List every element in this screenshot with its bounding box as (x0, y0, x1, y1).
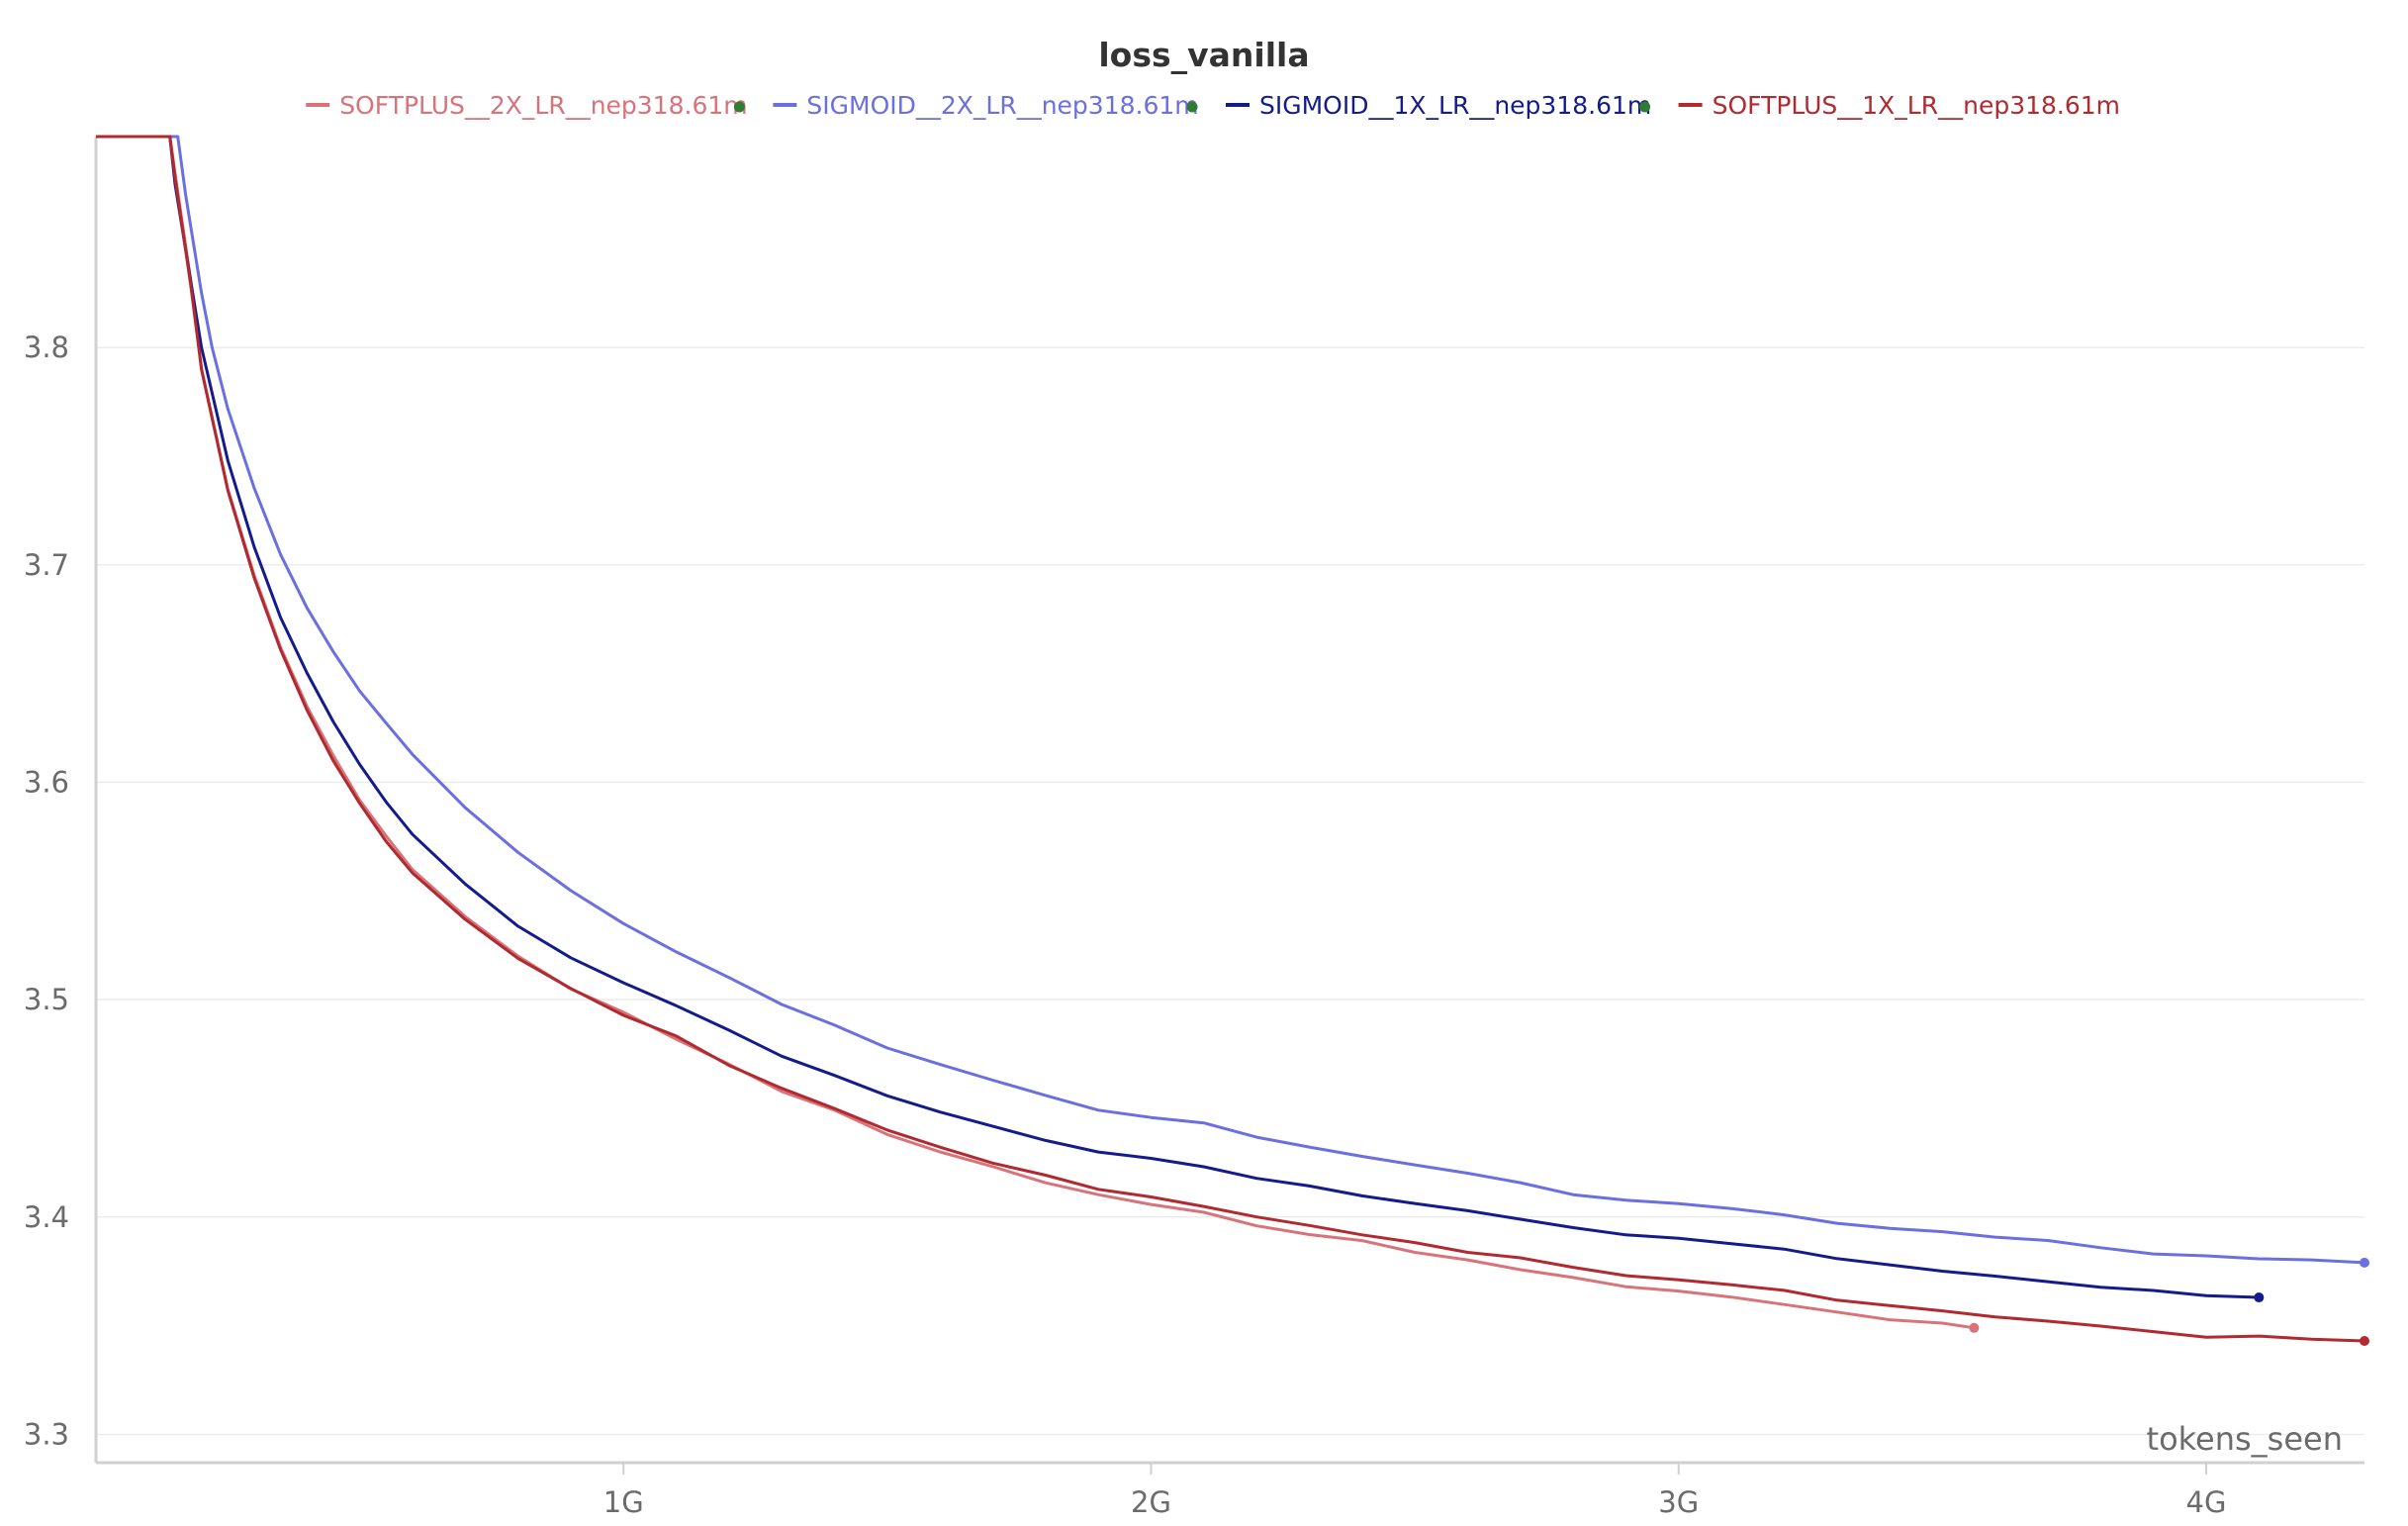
legend-label: SIGMOID__1X_LR__nep318.61m (1259, 91, 1651, 120)
series-line-1 (96, 135, 2365, 1265)
x-tick-label: 3G (1658, 1485, 1699, 1519)
series-end-point-1 (2360, 1257, 2369, 1268)
legend-status-dot (733, 101, 745, 113)
series-end-point-3 (2360, 1335, 2369, 1346)
legend-status-dot (1186, 101, 1198, 113)
series-line-3 (96, 135, 2365, 1343)
legend-label: SOFTPLUS__2X_LR__nep318.61m (339, 91, 747, 120)
x-tick-label: 2G (1131, 1485, 1171, 1519)
series-line-0 (96, 135, 1975, 1330)
y-tick-label: 3.5 (24, 983, 69, 1016)
y-tick-label: 3.3 (24, 1417, 69, 1451)
y-tick-label: 3.8 (24, 331, 69, 364)
legend: SOFTPLUS__2X_LR__nep318.61m SIGMOID__2X_L… (306, 91, 2120, 120)
y-tick-label: 3.6 (24, 765, 69, 799)
series-line-2 (96, 135, 2260, 1299)
x-tick-label: 1G (603, 1485, 644, 1519)
legend-status-dot (1639, 101, 1651, 113)
y-tick-label: 3.7 (24, 548, 69, 582)
grid (96, 346, 2364, 1436)
x-axis-label: tokens_seen (2147, 1420, 2343, 1458)
legend-label: SOFTPLUS__1X_LR__nep318.61m (1713, 91, 2120, 120)
y-tick-label: 3.4 (24, 1200, 69, 1234)
series-end-point-0 (1969, 1322, 1980, 1333)
x-tick-label: 4G (2186, 1485, 2227, 1519)
chart-title: loss_vanilla (1098, 36, 1309, 74)
series-end-point-2 (2254, 1292, 2265, 1303)
legend-label: SIGMOID__2X_LR__nep318.61m (806, 91, 1198, 120)
axes: 3.3 3.4 3.5 3.6 3.7 3.8 1G 2G 3G 4G (24, 137, 2364, 1519)
series-lines (96, 135, 2369, 1346)
